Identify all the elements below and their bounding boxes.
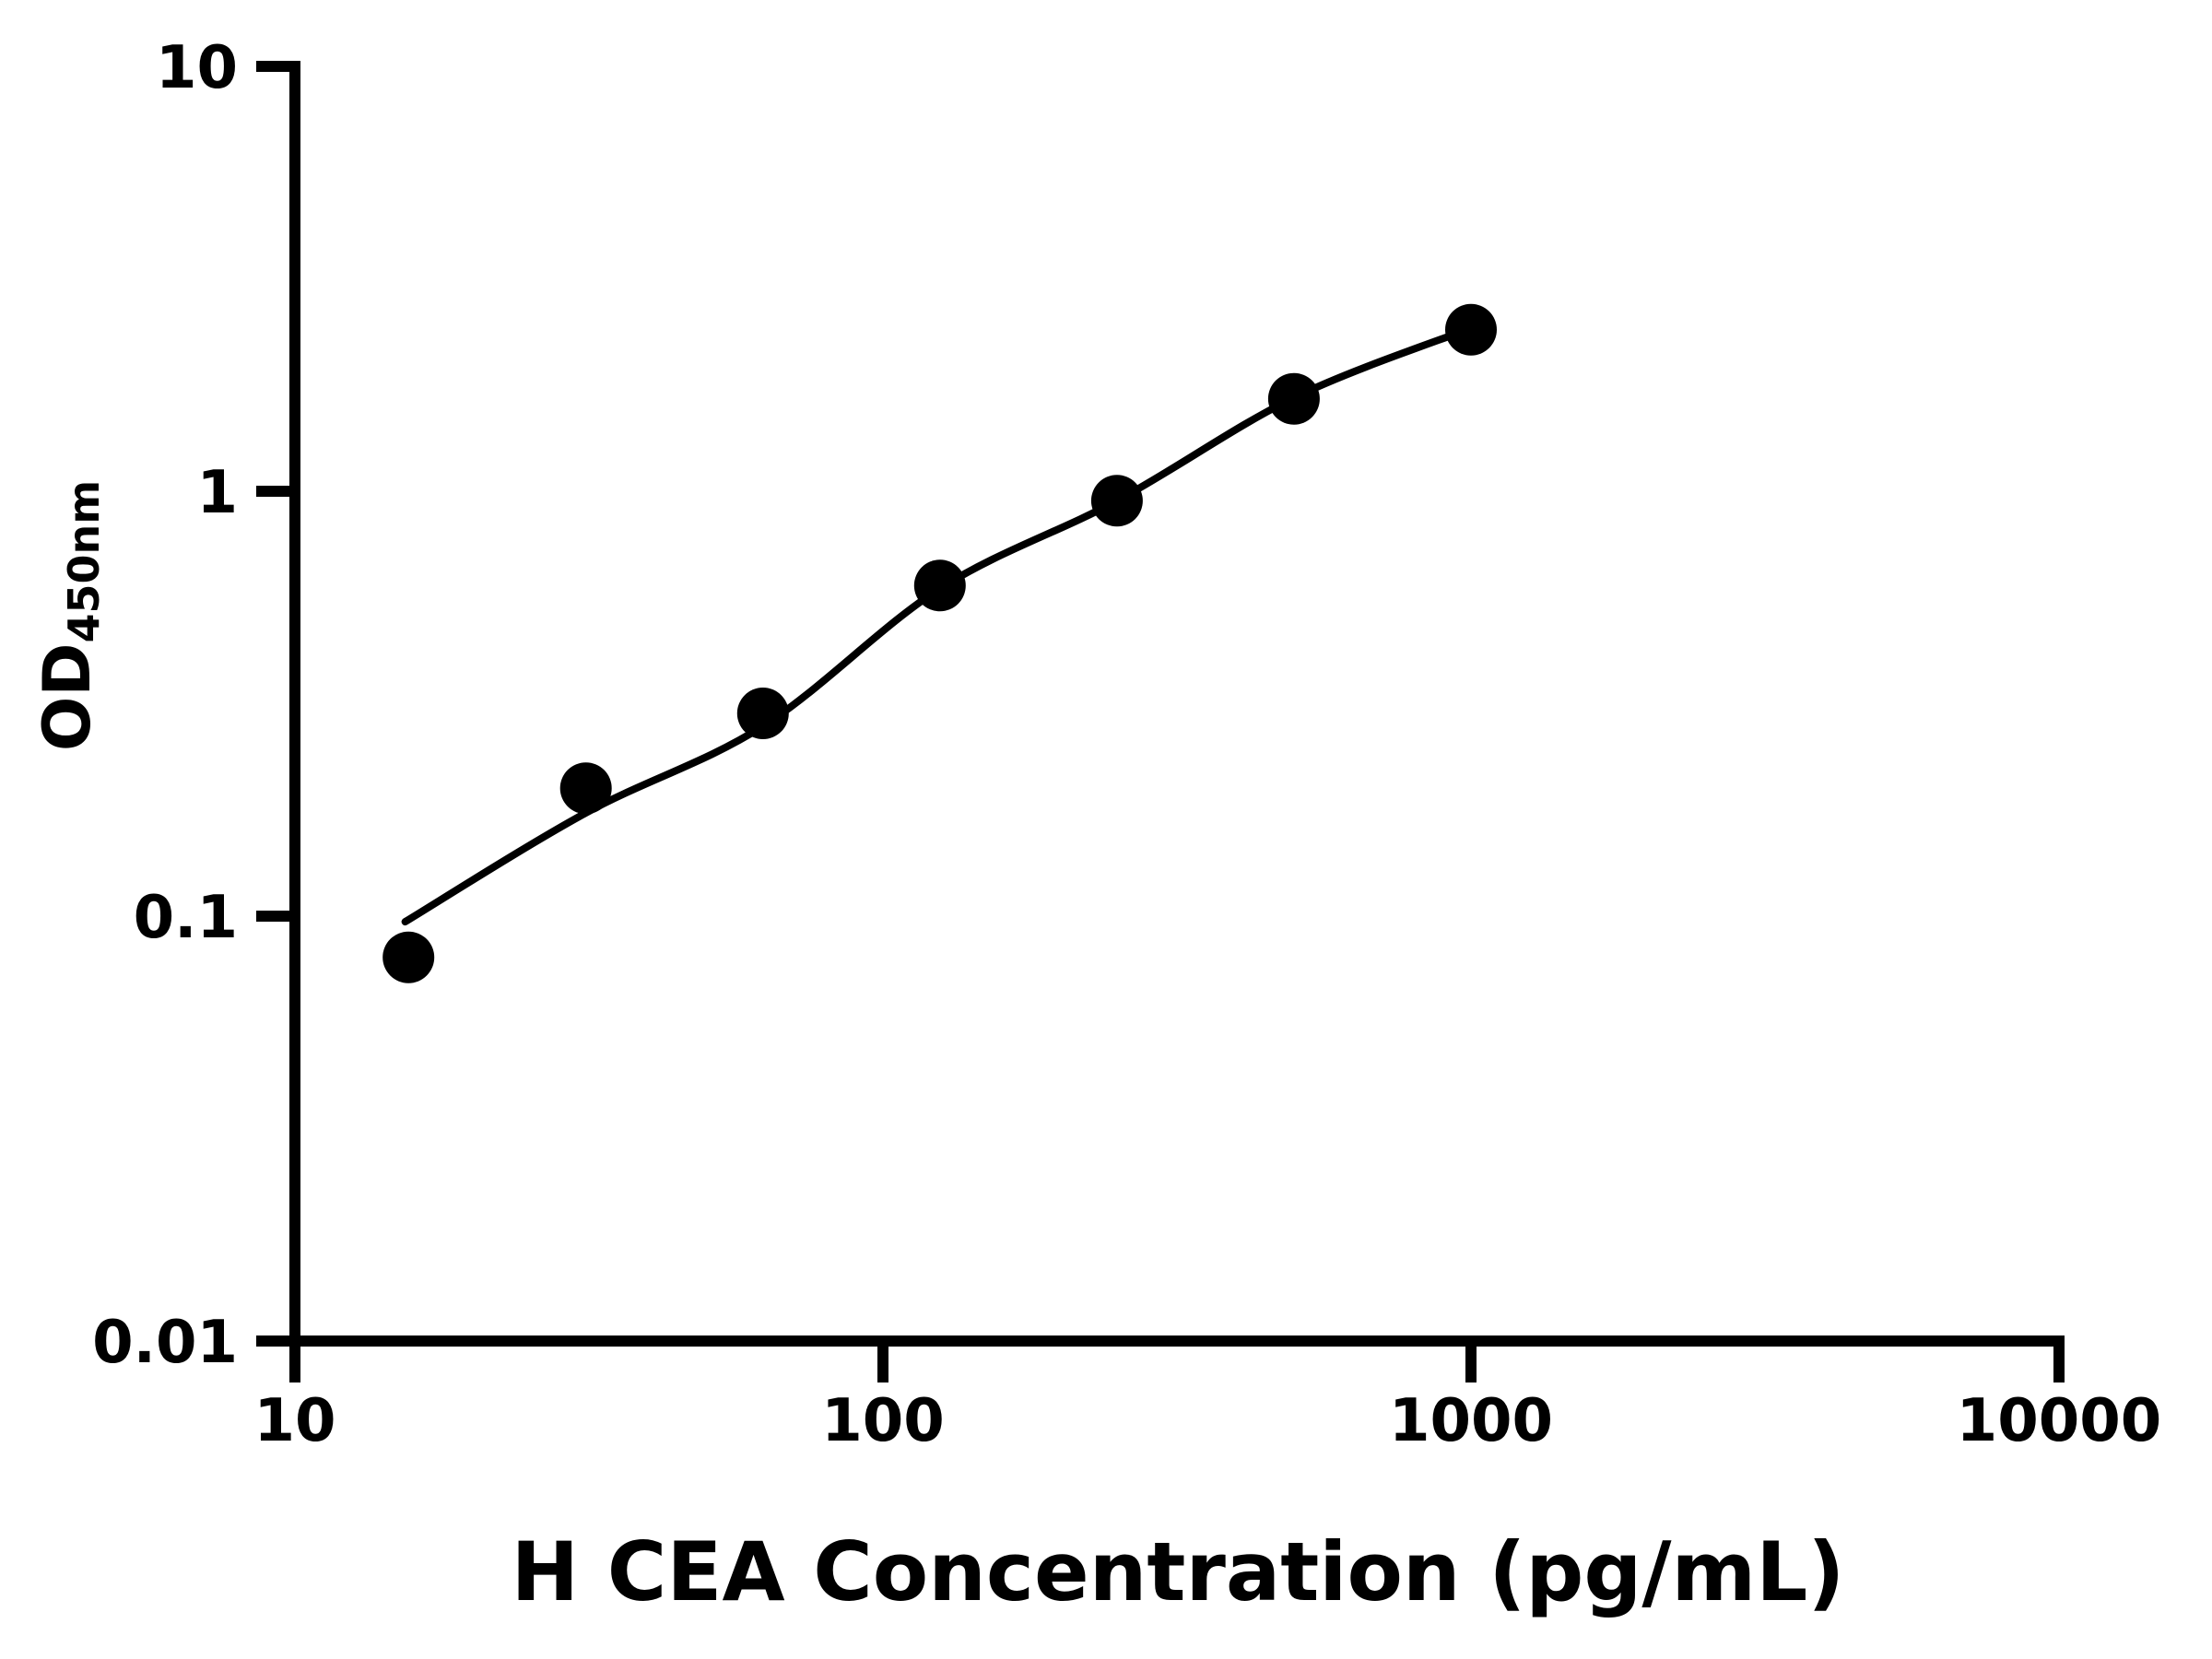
y-tick-label: 1 bbox=[196, 459, 238, 527]
data-point-marker bbox=[736, 688, 789, 739]
y-tick-label: 0.1 bbox=[134, 884, 238, 952]
y-tick-label: 0.01 bbox=[92, 1309, 238, 1377]
data-point-marker bbox=[1445, 303, 1497, 356]
y-axis-title-subscript: 450nm bbox=[59, 479, 109, 643]
x-tick-label: 10000 bbox=[1957, 1387, 2162, 1455]
data-point-marker bbox=[559, 762, 612, 815]
x-tick-label: 100 bbox=[821, 1387, 945, 1455]
x-tick-label: 1000 bbox=[1389, 1387, 1553, 1455]
data-point-marker bbox=[1090, 475, 1143, 527]
y-axis-title-main: OD bbox=[29, 642, 105, 752]
x-tick-label: 10 bbox=[253, 1387, 335, 1455]
data-point-marker bbox=[913, 559, 966, 612]
y-axis-title: OD450nm bbox=[29, 480, 109, 751]
data-point-marker bbox=[382, 931, 435, 983]
y-tick-label: 10 bbox=[156, 34, 238, 102]
x-axis-title: H CEA Concentration (pg/mL) bbox=[511, 1524, 1845, 1619]
data-point-marker bbox=[1267, 372, 1320, 425]
